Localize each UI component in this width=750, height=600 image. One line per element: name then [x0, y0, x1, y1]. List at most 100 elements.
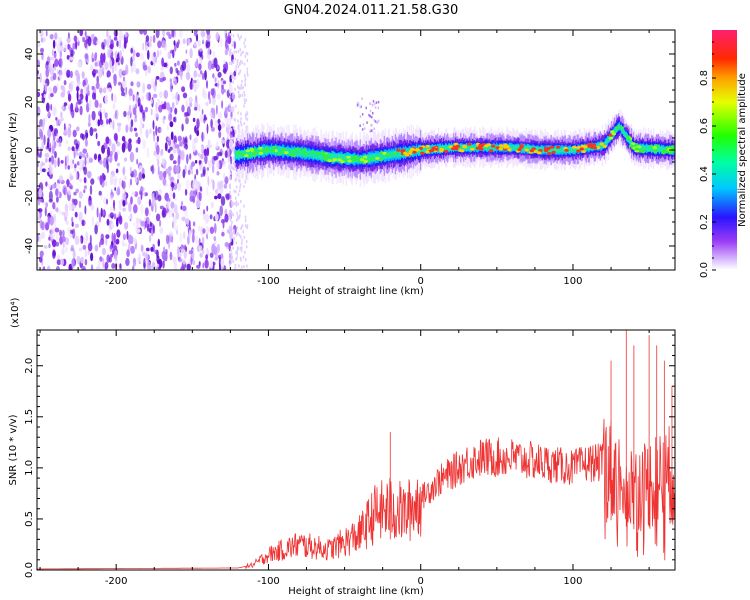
spectrogram-noise-cell: [188, 220, 191, 230]
spectrogram-noise-cell: [215, 141, 219, 150]
spectrogram-band-cell: [622, 129, 624, 135]
spectrogram-noise-cell: [113, 199, 115, 209]
spectrogram-noise-cell: [64, 66, 67, 76]
spectrogram-noise-cell: [59, 229, 63, 237]
spectrogram-noise-cell: [137, 196, 142, 206]
spectrogram-band-cell: [290, 148, 292, 155]
spectrogram-noise-cell: [74, 163, 77, 169]
spectrogram-band-cell: [379, 153, 381, 160]
spectrogram-noise-cell: [206, 186, 209, 196]
spectrogram-band-cell: [348, 155, 350, 163]
spectrogram-band-cell: [333, 153, 335, 162]
spectrogram-noise-cell: [81, 153, 86, 158]
spectrogram-noise-cell: [63, 102, 68, 106]
spectrogram-band-cell: [550, 147, 552, 153]
spectrogram-noise-cell: [54, 58, 59, 67]
spectrogram-peak-cell: [415, 148, 420, 152]
spectrogram-noise-cell: [89, 234, 92, 245]
spectrogram-peak-cell: [599, 142, 604, 146]
spectrogram-noise-cell: [225, 194, 230, 201]
spectrogram-noise-cell: [222, 67, 227, 74]
spectrogram-band-cell: [599, 143, 601, 149]
spectrogram-band-cell: [378, 154, 380, 160]
spectrogram-band-cell: [345, 155, 347, 162]
spectrogram-peak-cell: [536, 151, 542, 155]
spectrogram-noise-cell: [52, 72, 57, 81]
spectrogram-noise-cell: [242, 255, 245, 259]
spectrogram-noise-cell: [221, 86, 225, 95]
spectrogram-noise-cell: [243, 41, 245, 45]
spectrogram-noise-cell: [230, 238, 232, 242]
spectrogram-noise-cell: [195, 180, 200, 192]
spectrogram-noise-cell: [215, 251, 219, 261]
spectrogram-band-cell: [367, 154, 369, 163]
spectrogram-noise-cell: [215, 188, 219, 195]
spectrogram-band-cell: [658, 146, 659, 152]
spectrogram-noise-cell: [52, 85, 58, 94]
spectrogram-noise-cell: [55, 266, 60, 270]
spectrogram-noise-cell: [120, 33, 124, 38]
spectrogram-noise-cell: [175, 164, 180, 174]
spectrogram-noise-cell: [72, 42, 76, 50]
spectrogram-noise-cell: [235, 177, 238, 181]
spectrogram-noise-cell: [241, 246, 243, 250]
spectrogram-band-cell: [371, 104, 374, 107]
spectrogram-noise-cell: [69, 70, 73, 79]
spectrogram-noise-cell: [152, 93, 158, 99]
spectrogram-noise-cell: [185, 58, 189, 64]
spectrogram-noise-cell: [212, 51, 216, 57]
spectrogram-noise-cell: [104, 112, 108, 119]
spectrogram-noise-cell: [171, 30, 175, 38]
spectrogram-band-cell: [488, 144, 490, 151]
spectrogram-noise-cell: [201, 145, 203, 153]
colorbar-tick-label: 0.2: [699, 214, 710, 230]
spectrogram-noise-cell: [188, 97, 193, 103]
spectrogram-peak-cell: [363, 159, 368, 163]
spectrogram-band-cell: [644, 145, 645, 151]
spectrogram-noise-cell: [127, 111, 130, 116]
spectrogram-noise-cell: [163, 62, 168, 68]
spectrogram-peak-cell: [634, 147, 640, 151]
spectrogram-peak-cell: [249, 148, 254, 151]
spectrogram-noise-cell: [67, 93, 72, 102]
spectrogram-noise-cell: [92, 92, 95, 100]
spectrogram-x-tick-label: -100: [257, 276, 280, 287]
spectrogram-peak-cell: [403, 151, 408, 155]
spectrogram-noise-cell: [145, 106, 148, 113]
spectrogram-noise-cell: [100, 233, 105, 241]
spectrogram-noise-cell: [113, 73, 117, 82]
spectrogram-noise-cell: [231, 43, 234, 47]
spectrogram-noise-cell: [177, 39, 180, 45]
spectrogram-noise-cell: [75, 171, 78, 181]
spectrogram-noise-cell: [53, 52, 57, 59]
spectrogram-noise-cell: [245, 113, 247, 117]
spectrogram-band-cell: [331, 153, 333, 162]
spectrogram-noise-cell: [244, 45, 246, 48]
spectrogram-band-cell: [250, 149, 251, 157]
spectrogram-noise-cell: [230, 156, 233, 165]
spectrogram-noise-cell: [71, 221, 74, 227]
spectrogram-noise-cell: [160, 66, 165, 71]
spectrogram-noise-cell: [179, 141, 183, 147]
colorbar-label: Normalized spectral amplitude: [737, 73, 748, 227]
spectrogram-noise-cell: [224, 88, 226, 93]
spectrogram-noise-cell: [112, 249, 115, 256]
spectrogram-noise-cell: [147, 49, 150, 60]
spectrogram-noise-cell: [123, 242, 128, 247]
spectrogram-noise-cell: [189, 190, 194, 200]
spectrogram-noise-cell: [59, 118, 62, 124]
spectrogram-noise-cell: [197, 152, 201, 157]
spectrogram-band-cell: [515, 144, 517, 151]
spectrogram-noise-cell: [91, 110, 96, 121]
spectrogram-noise-cell: [239, 69, 242, 73]
spectrogram-noise-cell: [195, 95, 198, 103]
spectrogram-noise-cell: [96, 75, 99, 84]
spectrogram-noise-cell: [235, 257, 237, 261]
spectrogram-noise-cell: [235, 203, 237, 207]
spectrogram-noise-cell: [142, 64, 148, 71]
spectrogram-noise-cell: [218, 256, 221, 267]
spectrogram-noise-cell: [229, 184, 231, 188]
spectrogram-band-cell: [652, 145, 653, 152]
spectrogram-noise-cell: [91, 58, 95, 62]
spectrogram-band-cell: [371, 115, 373, 119]
